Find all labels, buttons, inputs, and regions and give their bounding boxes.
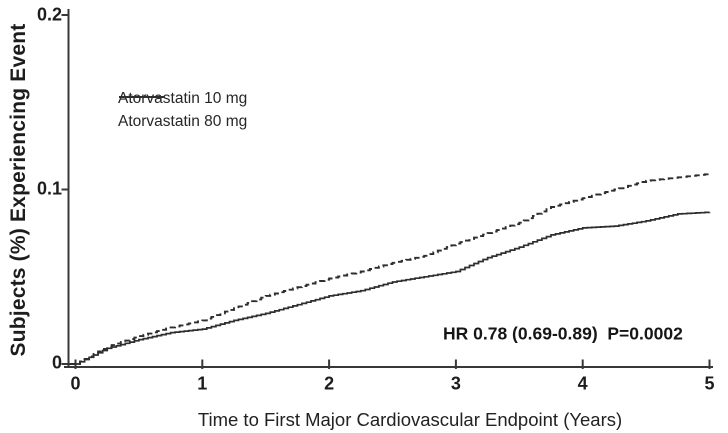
y-tick-label-0-2: 0.2 xyxy=(36,4,62,25)
x-axis-title: Time to First Major Cardiovascular Endpo… xyxy=(197,409,623,430)
legend: Atorvastatin 10 mg Atorvastatin 80 mg xyxy=(118,90,247,136)
legend-label-10mg: Atorvastatin 10 mg xyxy=(118,89,248,107)
x-tick-label-3: 3 xyxy=(450,373,461,394)
x-tick-label-1: 1 xyxy=(197,373,208,394)
curve-atorvastatin-10mg xyxy=(69,173,711,365)
hazard-ratio-annotation: HR 0.78 (0.69-0.89) P=0.0002 xyxy=(443,323,683,344)
y-axis-title: Subjects (%) Experiencing Event xyxy=(7,23,30,357)
legend-item-atorvastatin-80mg: Atorvastatin 80 mg xyxy=(118,96,248,130)
y-tick-label-0-1: 0.1 xyxy=(36,178,62,199)
solid-line-sample-icon xyxy=(119,96,164,98)
x-tick-label-0: 0 xyxy=(70,373,81,394)
x-tick-label-4: 4 xyxy=(577,373,588,394)
y-tick-label-0: 0 xyxy=(51,352,62,373)
curve-atorvastatin-80mg xyxy=(69,211,711,365)
x-tick-label-2: 2 xyxy=(324,373,335,394)
x-tick-label-5: 5 xyxy=(704,373,715,394)
axis-ticks xyxy=(61,14,711,369)
legend-label-80mg: Atorvastatin 80 mg xyxy=(118,112,248,130)
